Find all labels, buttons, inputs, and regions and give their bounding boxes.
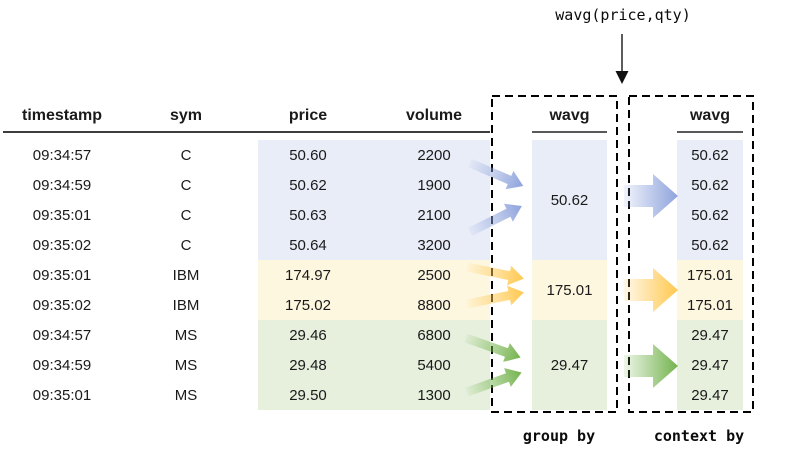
table-cell: MS — [174, 356, 198, 374]
table-cell: C — [180, 236, 192, 254]
table-cell: 175.02 — [285, 296, 331, 314]
table-cell: 2100 — [417, 206, 451, 224]
context-by-result: 50.62 — [691, 236, 729, 254]
table-cell: IBM — [172, 266, 200, 284]
table-cell: 50.60 — [289, 146, 327, 164]
big-arrow-ms-to-context — [624, 344, 678, 388]
context-by-result: 29.47 — [691, 356, 729, 374]
table-cell: 8800 — [417, 296, 451, 314]
function-label: wavg(price,qty) — [555, 6, 691, 24]
context-by-result: 175.01 — [687, 296, 733, 314]
column-header-volume: volume — [405, 107, 462, 124]
table-cell: 3200 — [417, 236, 451, 254]
table-cell: 09:34:57 — [32, 326, 92, 344]
group-by-result-ibm: 175.01 — [532, 260, 607, 320]
table-cell: IBM — [172, 296, 200, 314]
group-by-result-c: 50.62 — [532, 140, 607, 260]
column-header-sym: sym — [169, 107, 203, 124]
table-cell: 29.46 — [289, 326, 327, 344]
table-cell: 09:34:59 — [32, 356, 92, 374]
table-cell: 6800 — [417, 326, 451, 344]
table-cell: C — [180, 176, 192, 194]
group-by-result-ms: 29.47 — [532, 320, 607, 410]
table-cell: 5400 — [417, 356, 451, 374]
down-arrow-icon — [615, 34, 629, 84]
context-by-wavg-header: wavg — [689, 107, 730, 124]
table-cell: 2200 — [417, 146, 451, 164]
highlight-block-ms — [258, 320, 490, 410]
table-cell: 50.63 — [289, 206, 327, 224]
table-cell: 50.62 — [289, 176, 327, 194]
context-by-result: 29.47 — [691, 386, 729, 404]
table-cell: 09:35:01 — [32, 386, 92, 404]
table-cell: 09:35:02 — [32, 236, 92, 254]
column-header-price: price — [288, 107, 328, 124]
context-by-result: 50.62 — [691, 206, 729, 224]
table-cell: 09:35:02 — [32, 296, 92, 314]
group-by-header-rule — [532, 131, 607, 133]
table-cell: 09:34:59 — [32, 176, 92, 194]
context-by-result: 50.62 — [691, 146, 729, 164]
column-header-timestamp: timestamp — [21, 107, 103, 124]
context-by-result: 175.01 — [687, 266, 733, 284]
table-cell: 09:34:57 — [32, 146, 92, 164]
context-by-header-rule — [677, 131, 743, 133]
table-cell: 29.48 — [289, 356, 327, 374]
table-cell: 09:35:01 — [32, 266, 92, 284]
context-by-result: 29.47 — [691, 326, 729, 344]
table-cell: C — [180, 206, 192, 224]
table-cell: 1300 — [417, 386, 451, 404]
highlight-block-ibm — [258, 260, 490, 320]
group-by-wavg-header: wavg — [549, 107, 590, 124]
table-cell: 09:35:01 — [32, 206, 92, 224]
table-cell: 29.50 — [289, 386, 327, 404]
table-cell: C — [180, 146, 192, 164]
context-by-label: context by — [653, 427, 745, 445]
table-cell: MS — [174, 326, 198, 344]
big-arrow-c-to-context — [624, 174, 678, 218]
table-header-rule — [3, 131, 490, 133]
group-by-label: group by — [522, 427, 596, 445]
table-cell: 50.64 — [289, 236, 327, 254]
table-cell: MS — [174, 386, 198, 404]
table-cell: 174.97 — [285, 266, 331, 284]
table-cell: 1900 — [417, 176, 451, 194]
table-cell: 2500 — [417, 266, 451, 284]
big-arrow-ibm-to-context — [624, 268, 678, 312]
highlight-block-c — [258, 140, 490, 260]
context-by-result: 50.62 — [691, 176, 729, 194]
